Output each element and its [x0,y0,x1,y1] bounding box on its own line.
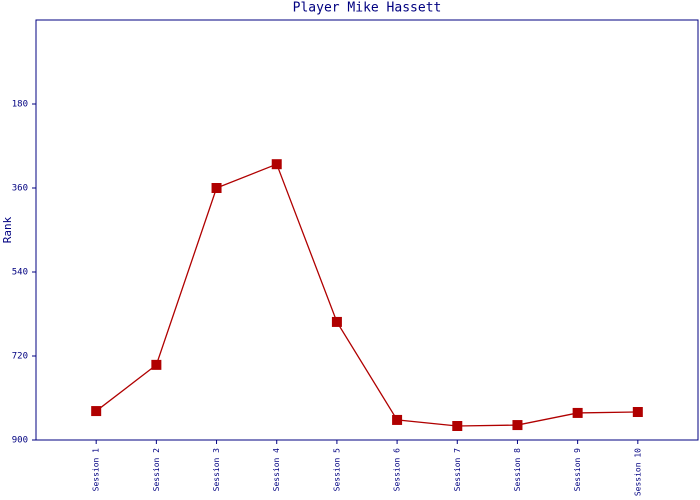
x-tick-label: Session 5 [332,448,341,492]
marker [211,183,222,193]
y-axis-label: Rank [1,216,14,243]
y-tick-label: 720 [12,352,28,362]
y-tick-label: 360 [12,184,28,194]
marker [512,420,523,431]
x-tick-label: Session 2 [152,448,161,492]
marker [452,421,463,431]
marker [572,407,583,418]
x-tick-label: Session 6 [393,448,402,492]
plot-frame [35,19,699,441]
marker [392,414,403,425]
x-tick-label: Session 8 [513,448,522,492]
line [95,163,638,427]
x-tick-label: Session 9 [573,448,582,492]
x-tick-label: Session 3 [212,448,221,492]
chart-title: Player Mike Hassett [293,1,442,16]
marker [151,359,162,370]
marker [271,159,282,170]
marker [91,406,102,417]
marker [632,407,643,417]
marker [331,316,342,327]
x-tick-label: Session 4 [272,448,281,492]
x-tick-label: Session 1 [92,448,101,492]
y-tick-label: 540 [12,268,28,278]
x-tick-label: Session 7 [453,448,462,492]
y-tick-label: 900 [12,436,28,446]
y-tick-label: 180 [12,100,28,110]
x-tick-label: Session 10 [633,448,642,496]
